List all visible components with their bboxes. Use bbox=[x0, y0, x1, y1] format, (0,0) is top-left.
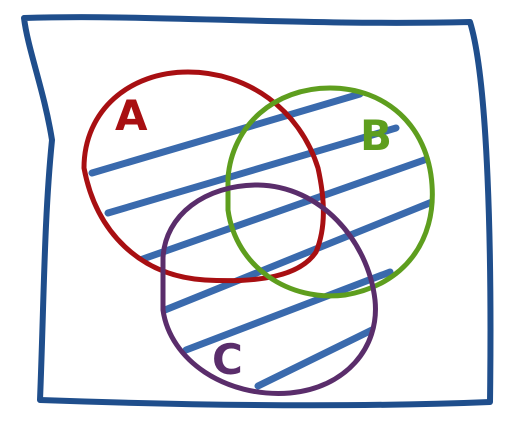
universe-border bbox=[21, 14, 494, 409]
shaded-union-hatching bbox=[88, 90, 433, 390]
set-c-outline bbox=[160, 182, 378, 396]
set-a-label: A bbox=[115, 91, 148, 140]
hatch-line bbox=[88, 90, 364, 177]
set-a-outline bbox=[81, 69, 326, 284]
hatch-line bbox=[182, 268, 394, 354]
set-c-label: C bbox=[212, 335, 243, 384]
hatch-line bbox=[254, 324, 380, 390]
hatch-line bbox=[156, 198, 433, 316]
hatch-line bbox=[104, 124, 400, 217]
set-b-outline bbox=[225, 85, 435, 299]
hatch-line bbox=[136, 154, 433, 264]
set-b-label: B bbox=[360, 111, 392, 160]
